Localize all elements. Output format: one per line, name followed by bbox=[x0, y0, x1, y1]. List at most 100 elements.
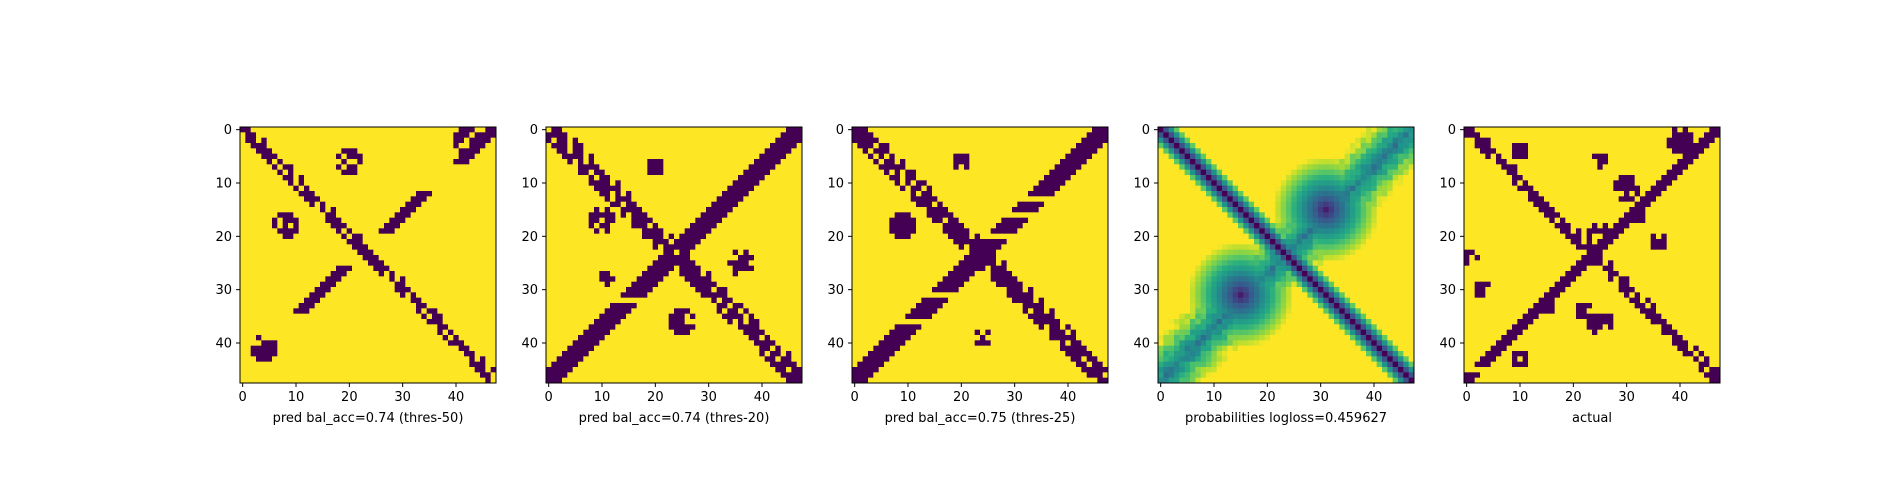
heatmap-cell bbox=[748, 233, 755, 240]
heatmap-cell bbox=[309, 255, 316, 261]
heatmap-cell bbox=[572, 191, 579, 197]
heatmap-cell bbox=[245, 292, 252, 299]
heatmap-cell bbox=[706, 319, 712, 325]
heatmap-cell bbox=[453, 329, 460, 336]
heatmap-cell bbox=[636, 175, 643, 181]
heatmap-cell bbox=[743, 132, 750, 139]
heatmap-cell bbox=[953, 132, 960, 139]
heatmap-cell bbox=[453, 249, 460, 256]
heatmap-cell bbox=[652, 228, 659, 235]
heatmap-cell bbox=[389, 185, 396, 192]
heatmap-cell bbox=[668, 297, 675, 304]
heatmap-cell bbox=[453, 361, 460, 368]
heatmap-cell bbox=[727, 132, 734, 139]
heatmap-cell bbox=[421, 335, 428, 341]
heatmap-cell bbox=[780, 175, 787, 181]
heatmap-cell bbox=[405, 175, 412, 181]
heatmap-cell bbox=[786, 217, 792, 224]
heatmap-cell bbox=[615, 212, 622, 219]
heatmap-cell bbox=[437, 271, 444, 277]
heatmap-cell bbox=[394, 228, 401, 235]
heatmap-cell bbox=[384, 249, 390, 256]
heatmap-cell bbox=[743, 159, 750, 165]
heatmap-cell bbox=[716, 127, 723, 133]
heatmap-cell bbox=[373, 164, 380, 171]
heatmap-cell bbox=[974, 132, 981, 139]
heatmap-cell bbox=[668, 329, 675, 336]
heatmap-cell bbox=[647, 292, 654, 299]
heatmap-cell bbox=[250, 351, 257, 357]
heatmap-cell bbox=[652, 297, 659, 304]
heatmap-cell bbox=[910, 148, 917, 155]
heatmap-cell bbox=[421, 132, 428, 139]
heatmap-cell bbox=[791, 217, 798, 224]
heatmap-cell bbox=[330, 244, 337, 251]
heatmap-cell bbox=[320, 143, 326, 149]
heatmap-cell bbox=[346, 159, 353, 165]
heatmap-cell bbox=[341, 372, 348, 379]
heatmap-cell bbox=[690, 169, 696, 176]
heatmap-cell bbox=[1022, 159, 1029, 165]
heatmap-cell bbox=[362, 308, 369, 315]
heatmap-cell bbox=[293, 217, 300, 224]
heatmap-cell bbox=[684, 292, 691, 299]
heatmap-cell bbox=[738, 249, 744, 256]
heatmap-cell bbox=[357, 313, 364, 320]
x-tick-label: 0 bbox=[545, 390, 553, 405]
heatmap-cell bbox=[1028, 148, 1034, 155]
heatmap-cell bbox=[416, 281, 422, 288]
heatmap-cell bbox=[668, 303, 675, 309]
heatmap-cell bbox=[464, 180, 470, 187]
heatmap-cell bbox=[610, 201, 616, 208]
heatmap-cell bbox=[293, 164, 300, 171]
heatmap-cell bbox=[636, 239, 643, 245]
heatmap-cell bbox=[320, 159, 326, 165]
heatmap-cell bbox=[695, 319, 702, 325]
heatmap-cell bbox=[389, 276, 396, 283]
heatmap-cell bbox=[453, 137, 460, 144]
heatmap-cell bbox=[485, 191, 492, 197]
heatmap-cell bbox=[405, 180, 412, 187]
heatmap-cell bbox=[791, 377, 798, 384]
heatmap-cell bbox=[732, 281, 739, 288]
heatmap-cell bbox=[336, 180, 342, 187]
heatmap-cell bbox=[266, 228, 273, 235]
heatmap-cell bbox=[410, 303, 417, 309]
heatmap-cell bbox=[684, 180, 691, 187]
heatmap-cell bbox=[405, 137, 412, 144]
heatmap-cell bbox=[314, 372, 321, 379]
heatmap-cell bbox=[256, 180, 262, 187]
heatmap-cell bbox=[378, 372, 385, 379]
heatmap-cell bbox=[732, 196, 739, 203]
heatmap-cell bbox=[679, 132, 686, 139]
heatmap-cell bbox=[480, 324, 486, 331]
heatmap-cell bbox=[604, 217, 611, 224]
heatmap-cell bbox=[764, 324, 771, 331]
heatmap-cell bbox=[594, 308, 600, 315]
heatmap-cell bbox=[330, 249, 337, 256]
heatmap-cell bbox=[485, 324, 492, 331]
heatmap-cell bbox=[588, 271, 595, 277]
heatmap-cell bbox=[727, 303, 734, 309]
heatmap-cell bbox=[599, 255, 606, 261]
heatmap-cell bbox=[1012, 143, 1018, 149]
heatmap-cell bbox=[722, 148, 728, 155]
heatmap-cell bbox=[426, 265, 433, 272]
heatmap-cell bbox=[389, 191, 396, 197]
heatmap-cell bbox=[384, 159, 390, 165]
heatmap-cell bbox=[368, 292, 374, 299]
heatmap-cell bbox=[626, 313, 632, 320]
heatmap-cell bbox=[546, 292, 552, 299]
heatmap-cell bbox=[346, 303, 353, 309]
heatmap-cell bbox=[240, 244, 246, 251]
heatmap-cell bbox=[288, 185, 294, 192]
heatmap-cell bbox=[796, 287, 803, 293]
heatmap-cell bbox=[240, 356, 246, 363]
heatmap-cell bbox=[245, 148, 252, 155]
heatmap-cell bbox=[937, 127, 944, 133]
heatmap-cell bbox=[298, 217, 305, 224]
heatmap-cell bbox=[636, 207, 643, 213]
heatmap-cell bbox=[256, 319, 262, 325]
heatmap-cell bbox=[732, 319, 739, 325]
heatmap-cell bbox=[304, 361, 310, 368]
